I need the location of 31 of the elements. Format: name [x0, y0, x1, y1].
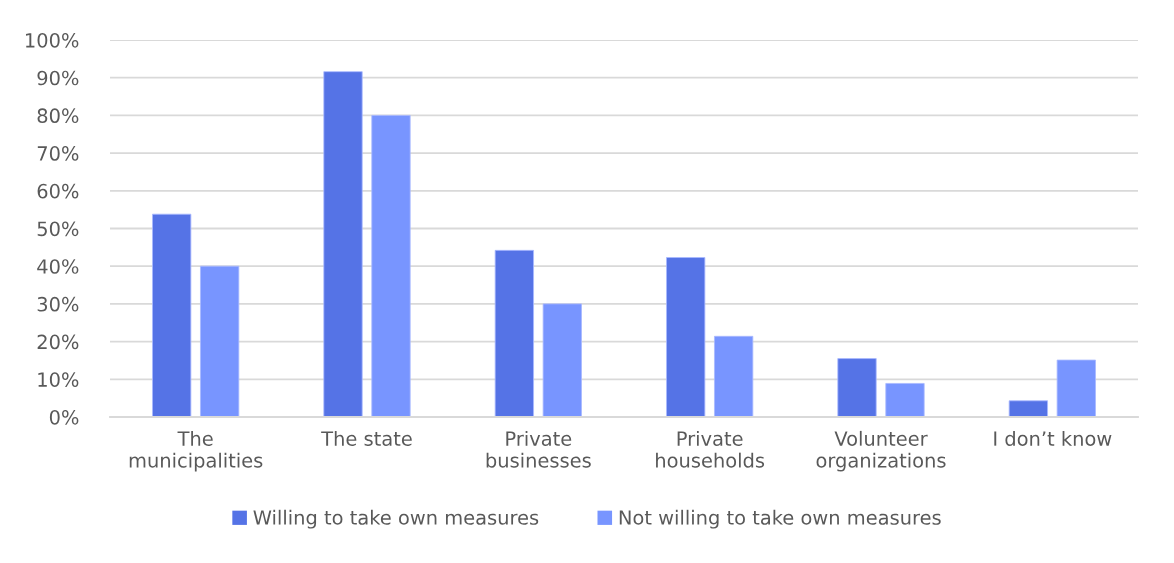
bar: [666, 257, 706, 417]
x-tick-label: Private businesses: [486, 430, 591, 468]
y-tick-label: 100%: [25, 32, 79, 48]
bar: [371, 114, 411, 417]
bar: [152, 213, 192, 417]
x-tick-label: Private households: [656, 430, 765, 468]
y-tick-label: 30%: [37, 296, 79, 312]
bar: [1056, 359, 1096, 417]
y-tick-label: 60%: [37, 183, 79, 199]
bar: [200, 265, 240, 417]
x-tick-label: Volunteer organizations: [816, 430, 946, 472]
y-tick-label: 10%: [38, 372, 79, 387]
y-tick-label: 90%: [37, 70, 79, 86]
y-tick-label: 40%: [37, 259, 79, 274]
bar: [494, 249, 534, 417]
y-tick-label: 50%: [37, 221, 79, 237]
legend-label: Not willing to take own measures: [619, 509, 941, 529]
bar: [714, 335, 754, 417]
x-tick-label: The state: [321, 430, 412, 446]
x-tick-label: The municipalities: [129, 430, 263, 472]
bar: [323, 71, 363, 417]
bar: [1008, 400, 1048, 417]
legend-label: Willing to take own measures: [253, 509, 539, 529]
bar: [837, 358, 877, 417]
bar: [542, 303, 582, 417]
x-tick-label: I don’t know: [994, 430, 1112, 446]
y-tick-label: 0%: [49, 409, 79, 425]
y-tick-label: 20%: [37, 334, 79, 350]
y-tick-label: 80%: [37, 108, 79, 124]
y-tick-label: 70%: [37, 146, 79, 161]
bar: [885, 383, 925, 417]
